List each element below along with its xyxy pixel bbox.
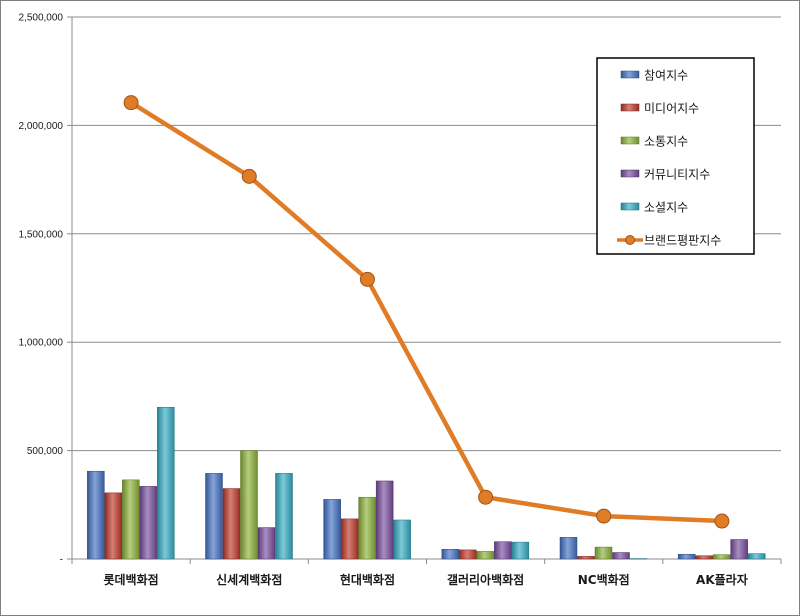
y-tick-label: 1,500,000 (19, 229, 64, 240)
bar (712, 554, 731, 560)
bar (612, 552, 630, 560)
x-category-label: NC백화점 (578, 572, 630, 587)
bar (358, 496, 376, 560)
legend-swatch (620, 103, 640, 112)
bar (157, 406, 175, 560)
y-tick-label: 1,000,000 (19, 338, 64, 349)
series-line (129, 100, 723, 524)
axes (67, 16, 782, 564)
bar (205, 473, 223, 560)
bar (559, 537, 578, 560)
bar (240, 450, 258, 560)
x-category-label: 현대백화점 (340, 572, 395, 587)
legend-label: 브랜드평판지수 (644, 234, 721, 248)
line-point (478, 489, 494, 505)
legend-label: 미디어지수 (644, 102, 699, 116)
legend-label: 참여지수 (644, 69, 688, 83)
bar (104, 492, 123, 560)
line-point (714, 513, 730, 529)
bar (257, 527, 276, 560)
legend-label: 커뮤니티지수 (644, 168, 710, 182)
bar (494, 541, 512, 560)
legend-label: 소셜지수 (644, 201, 688, 215)
legend-swatch (620, 202, 640, 211)
bar (476, 551, 495, 560)
y-tick-label: 2,000,000 (19, 121, 64, 132)
bar (375, 480, 394, 560)
bar (222, 488, 241, 560)
bar (87, 470, 105, 560)
bar (122, 479, 140, 560)
tick-labels: - 500,000 1,000,000 1,500,000 2,000,000 2,500… (19, 13, 748, 588)
bar (275, 473, 293, 560)
legend-swatch (620, 169, 640, 178)
x-category-label: 신세계백화점 (216, 572, 282, 587)
bar (459, 549, 477, 560)
legend-box (596, 57, 755, 255)
bar (677, 553, 696, 560)
bar (139, 486, 158, 560)
bar (695, 555, 713, 560)
bar (340, 518, 359, 560)
line-point (596, 508, 612, 524)
bar (511, 541, 530, 560)
y-tick-label: - (60, 555, 63, 566)
y-tick-label: 2,500,000 (19, 13, 64, 24)
bar (441, 548, 460, 560)
legend-swatch (620, 136, 640, 145)
line-point (241, 168, 257, 184)
bar (747, 553, 766, 560)
bar (629, 558, 648, 560)
bars (87, 406, 766, 560)
bar (323, 499, 341, 560)
y-tick-label: 500,000 (27, 446, 64, 457)
bar (577, 556, 595, 560)
trend-line (123, 95, 730, 529)
line-point (359, 271, 375, 287)
legend-label: 소통지수 (644, 135, 688, 149)
bar (393, 519, 411, 560)
x-category-label: 갤러리아백화점 (447, 572, 524, 587)
bar (594, 546, 613, 560)
legend-swatch (620, 70, 640, 79)
x-category-label: 롯데백화점 (103, 572, 158, 587)
x-category-label: AK플라자 (696, 572, 748, 587)
line-point (123, 95, 139, 111)
bar (730, 539, 748, 560)
legend-swatch-marker (625, 235, 635, 245)
